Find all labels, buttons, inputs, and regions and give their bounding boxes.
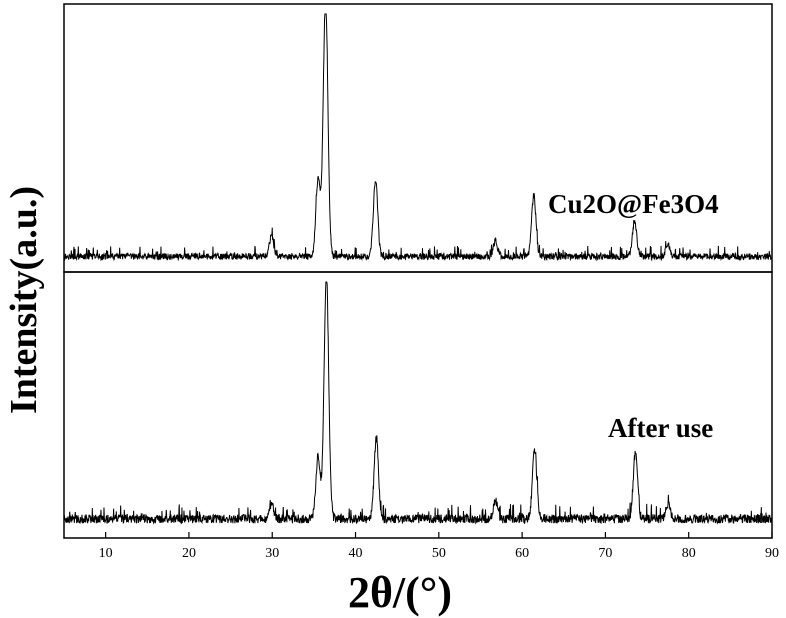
x-tick-label-20: 20 (182, 546, 196, 561)
x-tick-label-70: 70 (598, 546, 612, 561)
plot-panel-frame-1 (63, 3, 773, 273)
series-label-cu2o-fe3o4: Cu2O@Fe3O4 (548, 189, 719, 219)
x-tick-label-10: 10 (99, 546, 113, 561)
x-tick-label-50: 50 (432, 546, 446, 561)
series-label-after-use: After use (608, 413, 713, 443)
series-line-2 (63, 281, 773, 525)
x-tick-label-60: 60 (515, 546, 529, 561)
x-tick-label-80: 80 (682, 546, 696, 561)
x-tick-label-30: 30 (265, 546, 279, 561)
x-tick-label-40: 40 (349, 546, 363, 561)
y-axis-title: Intensity(a.u.) (3, 186, 45, 414)
x-axis-title: 2θ/(°) (348, 568, 452, 617)
series-line-1 (63, 13, 773, 262)
x-tick-label-90: 90 (765, 546, 779, 561)
plot-panel-frame-2 (63, 271, 773, 539)
